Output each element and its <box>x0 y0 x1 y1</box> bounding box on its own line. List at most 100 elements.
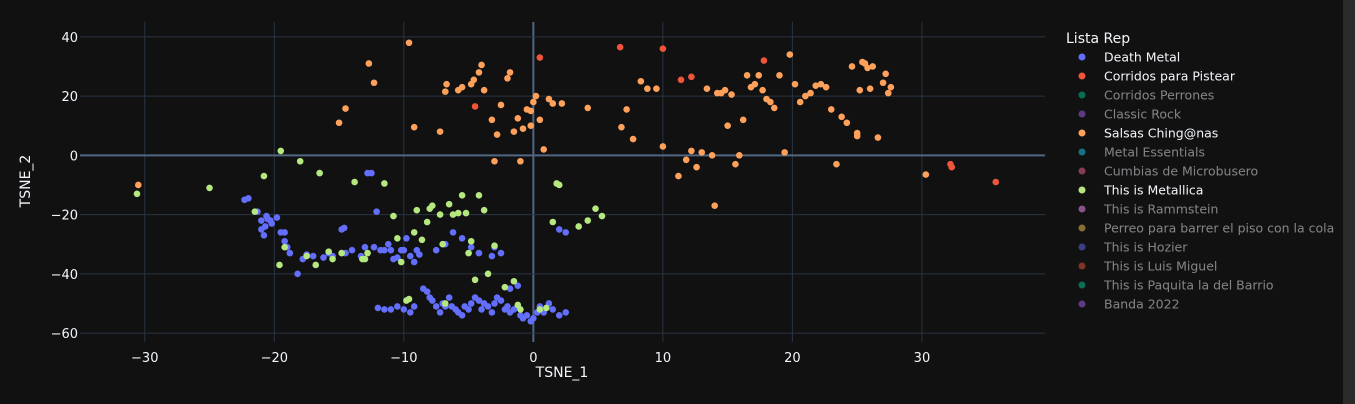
data-point[interactable] <box>562 309 570 316</box>
data-point[interactable] <box>303 252 310 260</box>
data-point[interactable] <box>497 249 505 257</box>
data-point[interactable] <box>370 79 378 87</box>
data-point[interactable] <box>335 119 343 127</box>
data-point[interactable] <box>325 248 332 255</box>
data-point[interactable] <box>536 54 544 61</box>
data-point[interactable] <box>436 211 444 218</box>
data-point[interactable] <box>342 105 349 112</box>
data-point[interactable] <box>739 116 747 124</box>
data-point[interactable] <box>517 157 524 165</box>
data-point[interactable] <box>400 246 408 254</box>
data-point[interactable] <box>361 255 369 263</box>
data-point[interactable] <box>776 72 783 79</box>
data-point[interactable] <box>251 208 259 215</box>
data-point[interactable] <box>458 192 466 199</box>
data-point[interactable] <box>866 85 874 92</box>
data-point[interactable] <box>418 236 426 244</box>
scrollbar[interactable] <box>1343 0 1355 404</box>
data-point[interactable] <box>510 128 518 135</box>
data-point[interactable] <box>364 249 371 257</box>
data-point[interactable] <box>133 190 141 198</box>
data-point[interactable] <box>549 306 557 313</box>
data-point[interactable] <box>530 314 537 322</box>
data-point[interactable] <box>432 246 440 254</box>
data-point[interactable] <box>618 123 625 131</box>
data-point[interactable] <box>258 226 265 233</box>
data-point[interactable] <box>592 205 599 212</box>
data-point[interactable] <box>432 303 440 310</box>
data-point[interactable] <box>400 306 408 313</box>
data-point[interactable] <box>838 113 845 121</box>
data-point[interactable] <box>410 303 418 310</box>
data-point[interactable] <box>817 80 825 88</box>
data-point[interactable] <box>338 249 345 257</box>
data-point[interactable] <box>506 285 514 292</box>
data-point[interactable] <box>812 82 820 90</box>
data-point[interactable] <box>536 306 544 313</box>
data-point[interactable] <box>562 229 570 236</box>
data-point[interactable] <box>843 119 851 127</box>
data-point[interactable] <box>527 122 535 130</box>
data-point[interactable] <box>370 243 378 251</box>
data-point[interactable] <box>281 237 288 245</box>
data-point[interactable] <box>394 303 401 310</box>
data-point[interactable] <box>555 181 563 189</box>
data-point[interactable] <box>458 83 466 91</box>
data-point[interactable] <box>484 303 492 310</box>
data-point[interactable] <box>781 149 788 156</box>
data-point[interactable] <box>759 86 766 94</box>
data-point[interactable] <box>449 211 457 218</box>
data-point[interactable] <box>316 169 323 177</box>
data-point[interactable] <box>471 276 479 284</box>
data-point[interactable] <box>373 208 380 215</box>
legend-item[interactable]: Banda 2022 <box>1078 297 1180 312</box>
data-point[interactable] <box>922 171 930 178</box>
data-point[interactable] <box>410 258 418 266</box>
legend-item[interactable]: Corridos Perrones <box>1078 88 1215 103</box>
data-point[interactable] <box>653 85 660 92</box>
data-point[interactable] <box>361 243 369 251</box>
data-point[interactable] <box>405 39 413 47</box>
data-point[interactable] <box>523 312 531 319</box>
data-point[interactable] <box>374 304 382 312</box>
data-point[interactable] <box>724 122 731 130</box>
data-point[interactable] <box>711 202 718 210</box>
data-point[interactable] <box>488 252 496 260</box>
data-point[interactable] <box>532 92 540 100</box>
data-point[interactable] <box>527 107 535 115</box>
data-point[interactable] <box>708 152 716 159</box>
data-point[interactable] <box>340 224 348 232</box>
data-point[interactable] <box>410 123 418 131</box>
data-point[interactable] <box>514 114 522 122</box>
legend-item[interactable]: This is Luis Miguel <box>1078 259 1218 274</box>
data-point[interactable] <box>454 209 462 217</box>
data-point[interactable] <box>659 45 667 52</box>
data-point[interactable] <box>732 160 739 168</box>
data-point[interactable] <box>530 98 537 106</box>
data-point[interactable] <box>471 103 479 110</box>
data-point[interactable] <box>348 246 356 254</box>
data-point[interactable] <box>206 184 213 192</box>
data-point[interactable] <box>394 234 401 242</box>
data-point[interactable] <box>743 72 751 79</box>
data-point[interactable] <box>475 249 483 257</box>
data-point[interactable] <box>397 258 405 266</box>
data-point[interactable] <box>416 251 423 258</box>
data-point[interactable] <box>294 270 301 278</box>
data-point[interactable] <box>387 246 395 254</box>
data-point[interactable] <box>558 100 566 107</box>
data-point[interactable] <box>467 237 475 245</box>
data-point[interactable] <box>598 212 606 220</box>
data-point[interactable] <box>491 300 498 307</box>
data-point[interactable] <box>443 80 450 88</box>
data-point[interactable] <box>584 104 592 112</box>
data-point[interactable] <box>351 178 358 186</box>
data-point[interactable] <box>134 181 142 189</box>
legend-item[interactable]: Salsas Ching@nas <box>1078 126 1219 141</box>
data-point[interactable] <box>693 163 700 171</box>
data-point[interactable] <box>637 77 645 85</box>
legend-item[interactable]: This is Rammstein <box>1078 202 1219 217</box>
data-point[interactable] <box>320 254 327 261</box>
data-point[interactable] <box>540 146 548 153</box>
data-point[interactable] <box>675 172 682 180</box>
